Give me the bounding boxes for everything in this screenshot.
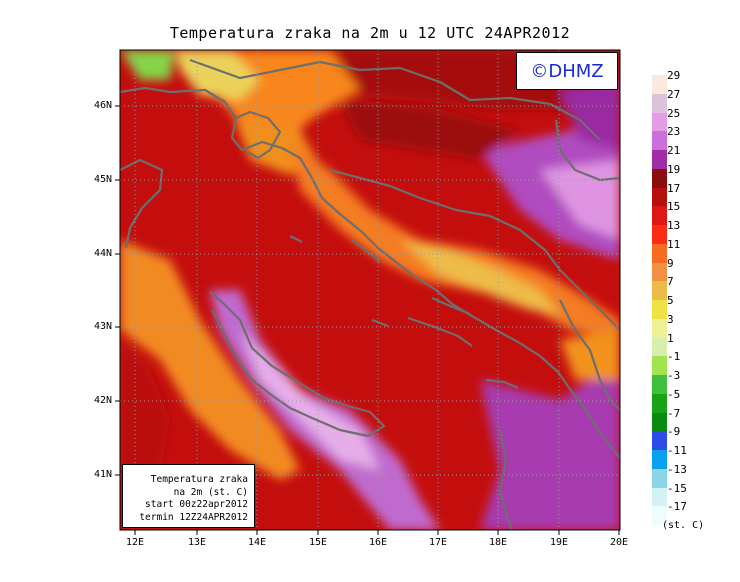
legend-label: 19 xyxy=(667,162,681,176)
map-frame xyxy=(119,49,621,531)
dhmz-logo: ©DHMZ xyxy=(516,52,618,90)
border-north xyxy=(189,58,601,141)
info-box: Temperatura zraka na 2m (st. C) start 00… xyxy=(122,464,255,528)
legend-label: -3 xyxy=(667,369,681,382)
info-line-variable: Temperatura zraka xyxy=(150,474,248,485)
island-5 xyxy=(485,378,519,390)
italy-inner-dark xyxy=(120,340,170,470)
legend-label: -9 xyxy=(667,425,681,439)
legend-label: 13 xyxy=(667,219,681,232)
legend-swatch xyxy=(652,93,667,113)
legend-label: -17 xyxy=(667,500,687,514)
lon-label: 18E xyxy=(488,537,508,548)
legend-swatch xyxy=(652,206,667,225)
lat-label: 43N xyxy=(94,321,113,332)
legend-swatch xyxy=(652,468,667,488)
info-line-units: na 2m (st. C) xyxy=(173,486,248,498)
italy-orange xyxy=(120,240,300,480)
legend-label: 1 xyxy=(667,331,674,345)
lat-label: 45N xyxy=(94,174,113,185)
island-3 xyxy=(431,296,471,316)
northwest-green xyxy=(120,50,175,80)
lat-label: 41N xyxy=(94,469,113,480)
north-sea-warm xyxy=(340,100,520,160)
lon-label: 13E xyxy=(187,537,207,548)
legend-swatch xyxy=(652,300,667,319)
legend-swatch xyxy=(652,225,667,244)
legend-swatch xyxy=(652,450,667,469)
istria-coast xyxy=(235,110,282,160)
legend-label: 7 xyxy=(667,275,674,289)
legend-label: 5 xyxy=(667,294,674,307)
legend-label: 25 xyxy=(667,106,681,120)
italy-coast-south xyxy=(209,291,386,438)
legend-label: -11 xyxy=(667,444,687,457)
lon-label: 12E xyxy=(125,537,145,548)
island-4 xyxy=(371,318,389,328)
legend-label: -5 xyxy=(667,387,681,401)
legend-label: -7 xyxy=(667,406,681,420)
legend-swatch xyxy=(652,487,667,507)
legend-swatch xyxy=(652,506,667,525)
legend-unit: (st. C) xyxy=(662,520,705,531)
legend-label: 15 xyxy=(667,200,681,214)
lon-label: 19E xyxy=(549,537,569,548)
border-south xyxy=(559,299,620,411)
legend-swatch xyxy=(652,243,667,263)
legend-label: 3 xyxy=(667,312,674,326)
legend-swatch xyxy=(652,337,667,357)
legend-swatch xyxy=(652,412,667,432)
island-1 xyxy=(351,239,381,263)
northeast-purple xyxy=(560,80,620,150)
legend-label: -15 xyxy=(667,481,687,495)
island-2 xyxy=(407,316,473,347)
legend-swatch xyxy=(652,131,667,150)
southeast-purple xyxy=(480,360,620,530)
lon-label: 14E xyxy=(247,537,267,548)
legend-swatch xyxy=(652,318,667,338)
lon-label: 16E xyxy=(368,537,388,548)
legend-label: 27 xyxy=(667,87,681,101)
legend-swatch xyxy=(652,262,667,282)
lat-label: 46N xyxy=(94,100,113,111)
legend-swatch xyxy=(652,281,667,300)
legend-label: 23 xyxy=(667,125,681,139)
lon-label: 15E xyxy=(308,537,328,548)
legend-label: 21 xyxy=(667,144,681,157)
border-east xyxy=(554,119,620,182)
lon-label: 20E xyxy=(609,537,629,548)
legend-label: -13 xyxy=(667,462,687,476)
southeast-orange xyxy=(560,330,620,380)
legend-label: 17 xyxy=(667,181,681,195)
italy-coast xyxy=(120,158,164,249)
albania-coast xyxy=(498,429,514,530)
legend-label: 11 xyxy=(667,237,681,251)
legend-swatch xyxy=(652,356,667,375)
info-line-termin: termin 12Z24APR2012 xyxy=(139,511,248,523)
border-bosnia xyxy=(329,168,620,331)
legend-swatch xyxy=(652,187,667,207)
coastline-north xyxy=(120,86,620,459)
legend-label: -1 xyxy=(667,350,681,364)
lat-label: 44N xyxy=(94,248,113,259)
lat-label: 42N xyxy=(94,395,113,406)
legend-swatch xyxy=(652,375,667,394)
map-title: Temperatura zraka na 2m u 12 UTC 24APR20… xyxy=(169,24,571,42)
legend-swatch xyxy=(652,75,667,94)
island-6 xyxy=(289,235,303,243)
legend-swatch xyxy=(652,393,667,413)
legend-swatch xyxy=(652,112,667,132)
legend-swatch xyxy=(652,150,667,169)
puglia-light xyxy=(240,330,380,470)
legend-swatch xyxy=(652,168,667,188)
dinaric-yellow xyxy=(400,240,560,315)
lon-label: 17E xyxy=(428,537,448,548)
legend-label: 29 xyxy=(667,69,681,82)
info-line-start: start 00z22apr2012 xyxy=(145,499,248,510)
legend-swatch xyxy=(652,431,667,450)
legend-label: 9 xyxy=(667,256,674,270)
